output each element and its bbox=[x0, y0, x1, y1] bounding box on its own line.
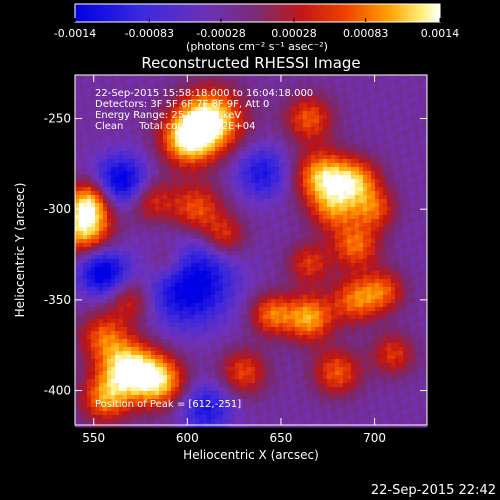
colorbar-tick-label: -0.0014 bbox=[54, 27, 96, 40]
peak-position-label: Position of Peak = [612,-251] bbox=[95, 399, 241, 410]
y-tick-label: -300 bbox=[44, 202, 71, 216]
colorbar-tick-label: 0.00083 bbox=[343, 27, 389, 40]
colorbar-tick-label: -0.00083 bbox=[125, 27, 174, 40]
y-tick-label: -350 bbox=[44, 293, 71, 307]
heatmap-image bbox=[75, 75, 428, 428]
annotation-line: Clean Total counts: 2.32E+04 bbox=[95, 121, 255, 132]
y-axis-label: Heliocentric Y (arcsec) bbox=[13, 183, 27, 318]
annotation-line: Energy Range: 25.0-50.0 keV bbox=[95, 110, 241, 121]
colorbar: -0.0014 -0.00083 -0.00028 0.00028 0.00083 0.0… bbox=[54, 3, 460, 53]
colorbar-gradient bbox=[74, 3, 441, 23]
annotation-line: 22-Sep-2015 15:58:18.000 to 16:04:18.000 bbox=[95, 88, 313, 99]
footer-timestamp: 22-Sep-2015 22:42 bbox=[370, 483, 496, 498]
chart-title: Reconstructed RHESSI Image bbox=[141, 54, 360, 72]
annotation-line: Detectors: 3F 5F 6F 7F 8F 9F, Att 0 bbox=[95, 99, 269, 110]
x-tick-label: 700 bbox=[363, 431, 386, 445]
x-tick-label: 550 bbox=[82, 431, 105, 445]
x-tick-label: 600 bbox=[176, 431, 199, 445]
colorbar-tick-label: 0.00028 bbox=[271, 27, 317, 40]
x-tick-label: 650 bbox=[270, 431, 293, 445]
x-axis-label: Heliocentric X (arcsec) bbox=[183, 448, 319, 462]
colorbar-units-label: (photons cm⁻² s⁻¹ asec⁻²) bbox=[186, 40, 328, 53]
colorbar-tick-label: 0.0014 bbox=[421, 27, 460, 40]
colorbar-tick-label: -0.00028 bbox=[196, 27, 245, 40]
y-tick-label: -250 bbox=[44, 112, 71, 126]
plot-frame bbox=[74, 74, 428, 426]
y-tick-label: -400 bbox=[44, 384, 71, 398]
